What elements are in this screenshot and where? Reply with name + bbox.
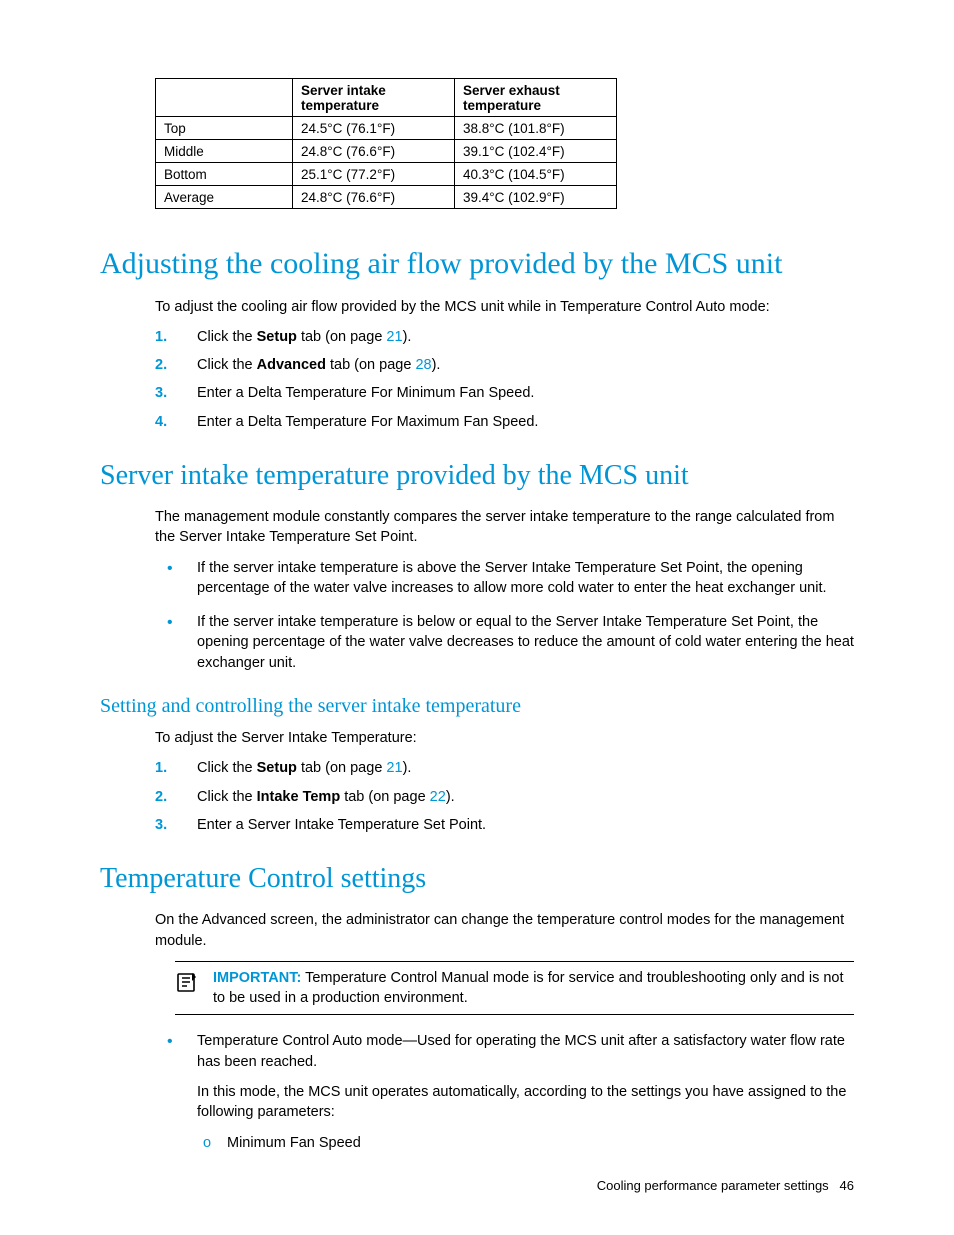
bullet-text: If the server intake temperature is belo… xyxy=(197,614,854,671)
step-text: Click the xyxy=(197,329,257,345)
step-bold: Setup xyxy=(257,329,297,345)
step-text: ). xyxy=(446,789,455,805)
sub-marker: o xyxy=(203,1133,211,1153)
list-item: 3. Enter a Server Intake Temperature Set… xyxy=(155,815,854,835)
table-header-row: Server intake temperature Server exhaust… xyxy=(156,79,617,117)
step-text: Click the xyxy=(197,760,257,776)
table-cell: 24.8°C (76.6°F) xyxy=(293,186,455,209)
step-number: 4. xyxy=(155,412,167,432)
page-link[interactable]: 21 xyxy=(386,329,402,345)
table-row: Middle 24.8°C (76.6°F) 39.1°C (102.4°F) xyxy=(156,140,617,163)
page-link[interactable]: 22 xyxy=(430,789,446,805)
sub-list: o Minimum Fan Speed xyxy=(197,1133,854,1153)
table-cell: 38.8°C (101.8°F) xyxy=(455,117,617,140)
page-link[interactable]: 28 xyxy=(415,357,431,373)
table-cell: 40.3°C (104.5°F) xyxy=(455,163,617,186)
list-item: 3. Enter a Delta Temperature For Minimum… xyxy=(155,383,854,403)
table-cell: Top xyxy=(156,117,293,140)
table-row: Top 24.5°C (76.1°F) 38.8°C (101.8°F) xyxy=(156,117,617,140)
table-header: Server intake temperature xyxy=(293,79,455,117)
heading-temperature-control: Temperature Control settings xyxy=(100,861,854,896)
table-header xyxy=(156,79,293,117)
table-cell: Bottom xyxy=(156,163,293,186)
step-text: Click the xyxy=(197,357,257,373)
step-number: 1. xyxy=(155,758,167,778)
list-item: 1. Click the Setup tab (on page 21). xyxy=(155,327,854,347)
footer-page-number: 46 xyxy=(840,1178,854,1193)
step-text: ). xyxy=(403,329,412,345)
list-item: Temperature Control Auto mode—Used for o… xyxy=(155,1031,854,1152)
table-cell: 24.5°C (76.1°F) xyxy=(293,117,455,140)
step-bold: Intake Temp xyxy=(257,789,341,805)
bullet-text: If the server intake temperature is abov… xyxy=(197,560,827,596)
paragraph: To adjust the cooling air flow provided … xyxy=(155,297,854,317)
steps-list: 1. Click the Setup tab (on page 21). 2. … xyxy=(155,327,854,432)
step-text: Enter a Server Intake Temperature Set Po… xyxy=(197,817,486,833)
important-body: Temperature Control Manual mode is for s… xyxy=(213,970,844,1006)
bullet-list: Temperature Control Auto mode—Used for o… xyxy=(155,1031,854,1152)
list-item: If the server intake temperature is belo… xyxy=(155,612,854,673)
bullet-list: If the server intake temperature is abov… xyxy=(155,558,854,673)
step-bold: Advanced xyxy=(257,357,326,373)
footer-label: Cooling performance parameter settings xyxy=(597,1178,829,1193)
list-item: 1. Click the Setup tab (on page 21). xyxy=(155,758,854,778)
table-row: Average 24.8°C (76.6°F) 39.4°C (102.9°F) xyxy=(156,186,617,209)
heading-setting-controlling: Setting and controlling the server intak… xyxy=(100,695,854,718)
list-item: 2. Click the Intake Temp tab (on page 22… xyxy=(155,787,854,807)
bullet-text: Temperature Control Auto mode—Used for o… xyxy=(197,1033,845,1069)
sub-text: Minimum Fan Speed xyxy=(227,1135,361,1151)
step-text: Click the xyxy=(197,789,257,805)
table-cell: Middle xyxy=(156,140,293,163)
step-number: 3. xyxy=(155,815,167,835)
paragraph: To adjust the Server Intake Temperature: xyxy=(155,728,854,748)
step-number: 1. xyxy=(155,327,167,347)
heading-adjusting-cooling: Adjusting the cooling air flow provided … xyxy=(100,245,854,283)
step-text: ). xyxy=(403,760,412,776)
table-cell: 24.8°C (76.6°F) xyxy=(293,140,455,163)
page-footer: Cooling performance parameter settings 4… xyxy=(597,1178,854,1193)
list-item: If the server intake temperature is abov… xyxy=(155,558,854,599)
heading-server-intake: Server intake temperature provided by th… xyxy=(100,458,854,493)
step-text: tab (on page xyxy=(297,329,387,345)
list-item: 2. Click the Advanced tab (on page 28). xyxy=(155,355,854,375)
important-label: IMPORTANT: xyxy=(213,970,301,986)
steps-list: 1. Click the Setup tab (on page 21). 2. … xyxy=(155,758,854,835)
step-number: 2. xyxy=(155,787,167,807)
step-text: Enter a Delta Temperature For Minimum Fa… xyxy=(197,385,534,401)
step-text: tab (on page xyxy=(297,760,387,776)
step-text: tab (on page xyxy=(326,357,416,373)
step-bold: Setup xyxy=(257,760,297,776)
list-item: 4. Enter a Delta Temperature For Maximum… xyxy=(155,412,854,432)
bullet-paragraph: In this mode, the MCS unit operates auto… xyxy=(197,1082,854,1123)
step-text: Enter a Delta Temperature For Maximum Fa… xyxy=(197,414,538,430)
temperature-table: Server intake temperature Server exhaust… xyxy=(155,78,617,209)
step-number: 2. xyxy=(155,355,167,375)
step-number: 3. xyxy=(155,383,167,403)
table-cell: 39.1°C (102.4°F) xyxy=(455,140,617,163)
step-text: ). xyxy=(432,357,441,373)
table-row: Bottom 25.1°C (77.2°F) 40.3°C (104.5°F) xyxy=(156,163,617,186)
table-cell: 25.1°C (77.2°F) xyxy=(293,163,455,186)
step-text: tab (on page xyxy=(340,789,430,805)
important-note: IMPORTANT: Temperature Control Manual mo… xyxy=(175,961,854,1016)
important-icon xyxy=(175,968,199,1003)
table-cell: 39.4°C (102.9°F) xyxy=(455,186,617,209)
paragraph: On the Advanced screen, the administrato… xyxy=(155,910,854,951)
page-content: Server intake temperature Server exhaust… xyxy=(0,0,954,1153)
page-link[interactable]: 21 xyxy=(386,760,402,776)
table-cell: Average xyxy=(156,186,293,209)
paragraph: The management module constantly compare… xyxy=(155,507,854,548)
important-text: IMPORTANT: Temperature Control Manual mo… xyxy=(213,968,854,1009)
sub-item: o Minimum Fan Speed xyxy=(197,1133,854,1153)
table-header: Server exhaust temperature xyxy=(455,79,617,117)
